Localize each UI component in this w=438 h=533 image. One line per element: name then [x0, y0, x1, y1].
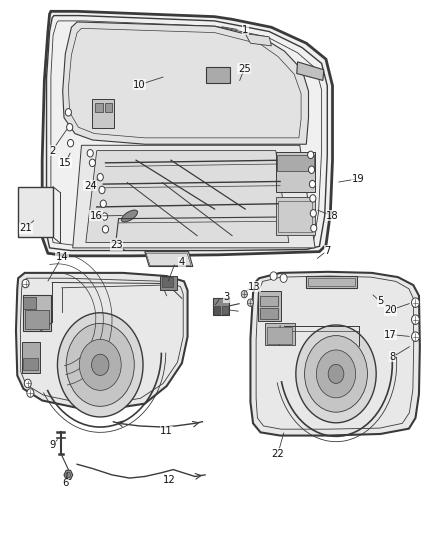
Circle shape — [311, 224, 317, 232]
Bar — [214, 306, 220, 314]
Circle shape — [97, 173, 103, 181]
Text: 6: 6 — [62, 479, 68, 488]
Circle shape — [99, 186, 105, 193]
Polygon shape — [63, 22, 308, 144]
Text: 15: 15 — [59, 158, 72, 168]
Circle shape — [22, 279, 29, 288]
Circle shape — [310, 195, 316, 202]
Bar — [222, 306, 228, 314]
Polygon shape — [86, 151, 289, 243]
Ellipse shape — [121, 210, 138, 222]
Bar — [162, 277, 173, 287]
Circle shape — [316, 350, 356, 398]
Circle shape — [92, 354, 109, 375]
Circle shape — [24, 379, 31, 387]
Bar — [95, 103, 103, 112]
Polygon shape — [251, 272, 420, 435]
Text: 9: 9 — [49, 440, 55, 450]
Text: 8: 8 — [390, 352, 396, 362]
Text: 12: 12 — [162, 475, 175, 485]
Polygon shape — [92, 99, 114, 128]
Text: 3: 3 — [224, 292, 230, 302]
Bar — [267, 327, 292, 344]
Text: 24: 24 — [84, 181, 96, 191]
Polygon shape — [145, 252, 193, 266]
Polygon shape — [276, 197, 315, 235]
Bar — [22, 295, 51, 332]
Circle shape — [65, 109, 71, 116]
Bar — [260, 308, 278, 319]
Bar — [307, 278, 355, 286]
Text: 25: 25 — [238, 64, 251, 74]
Circle shape — [27, 389, 34, 397]
Circle shape — [66, 324, 134, 406]
Bar — [25, 310, 49, 329]
Polygon shape — [66, 472, 71, 478]
Circle shape — [307, 151, 314, 159]
Bar — [23, 297, 35, 309]
Bar — [160, 276, 177, 290]
Bar — [18, 187, 53, 237]
Circle shape — [328, 365, 344, 383]
Text: 13: 13 — [247, 282, 260, 292]
Text: 23: 23 — [110, 240, 123, 250]
Text: 4: 4 — [179, 257, 185, 267]
Polygon shape — [16, 273, 187, 409]
Polygon shape — [64, 470, 73, 480]
Circle shape — [309, 180, 315, 188]
Polygon shape — [276, 152, 315, 192]
Circle shape — [57, 313, 143, 417]
Polygon shape — [245, 34, 272, 46]
Circle shape — [79, 340, 121, 390]
Bar — [105, 103, 112, 112]
Bar — [258, 292, 281, 321]
Circle shape — [296, 325, 376, 423]
Circle shape — [89, 159, 95, 166]
Circle shape — [308, 166, 314, 173]
Text: 16: 16 — [89, 211, 102, 221]
Bar — [260, 296, 278, 306]
Circle shape — [102, 225, 109, 233]
Bar — [206, 67, 230, 83]
Bar — [213, 298, 230, 316]
Text: 22: 22 — [272, 449, 284, 458]
Text: 5: 5 — [378, 296, 384, 306]
Bar — [23, 359, 38, 370]
Bar — [21, 342, 40, 373]
Circle shape — [304, 336, 367, 412]
Polygon shape — [277, 155, 314, 171]
Polygon shape — [73, 146, 315, 248]
Circle shape — [102, 213, 108, 220]
Text: 17: 17 — [384, 329, 397, 340]
Bar — [265, 323, 294, 345]
Circle shape — [247, 299, 254, 306]
Text: 19: 19 — [351, 174, 364, 184]
Circle shape — [270, 272, 277, 280]
Text: 7: 7 — [324, 246, 330, 255]
Text: 21: 21 — [20, 223, 32, 233]
Circle shape — [241, 290, 247, 298]
Text: 1: 1 — [242, 25, 248, 35]
Circle shape — [280, 274, 287, 282]
Circle shape — [100, 200, 106, 207]
Circle shape — [67, 124, 73, 131]
Text: 10: 10 — [133, 80, 146, 90]
Polygon shape — [297, 62, 324, 80]
Circle shape — [412, 315, 420, 325]
Text: 11: 11 — [160, 426, 173, 437]
Circle shape — [67, 140, 74, 147]
Text: 14: 14 — [56, 252, 68, 262]
Circle shape — [412, 298, 420, 308]
Circle shape — [412, 332, 420, 342]
Circle shape — [310, 209, 316, 217]
Text: 20: 20 — [384, 305, 397, 315]
Text: 18: 18 — [326, 211, 339, 221]
Circle shape — [87, 150, 93, 157]
Polygon shape — [42, 11, 332, 256]
Bar — [306, 276, 357, 288]
Text: 2: 2 — [49, 146, 55, 156]
